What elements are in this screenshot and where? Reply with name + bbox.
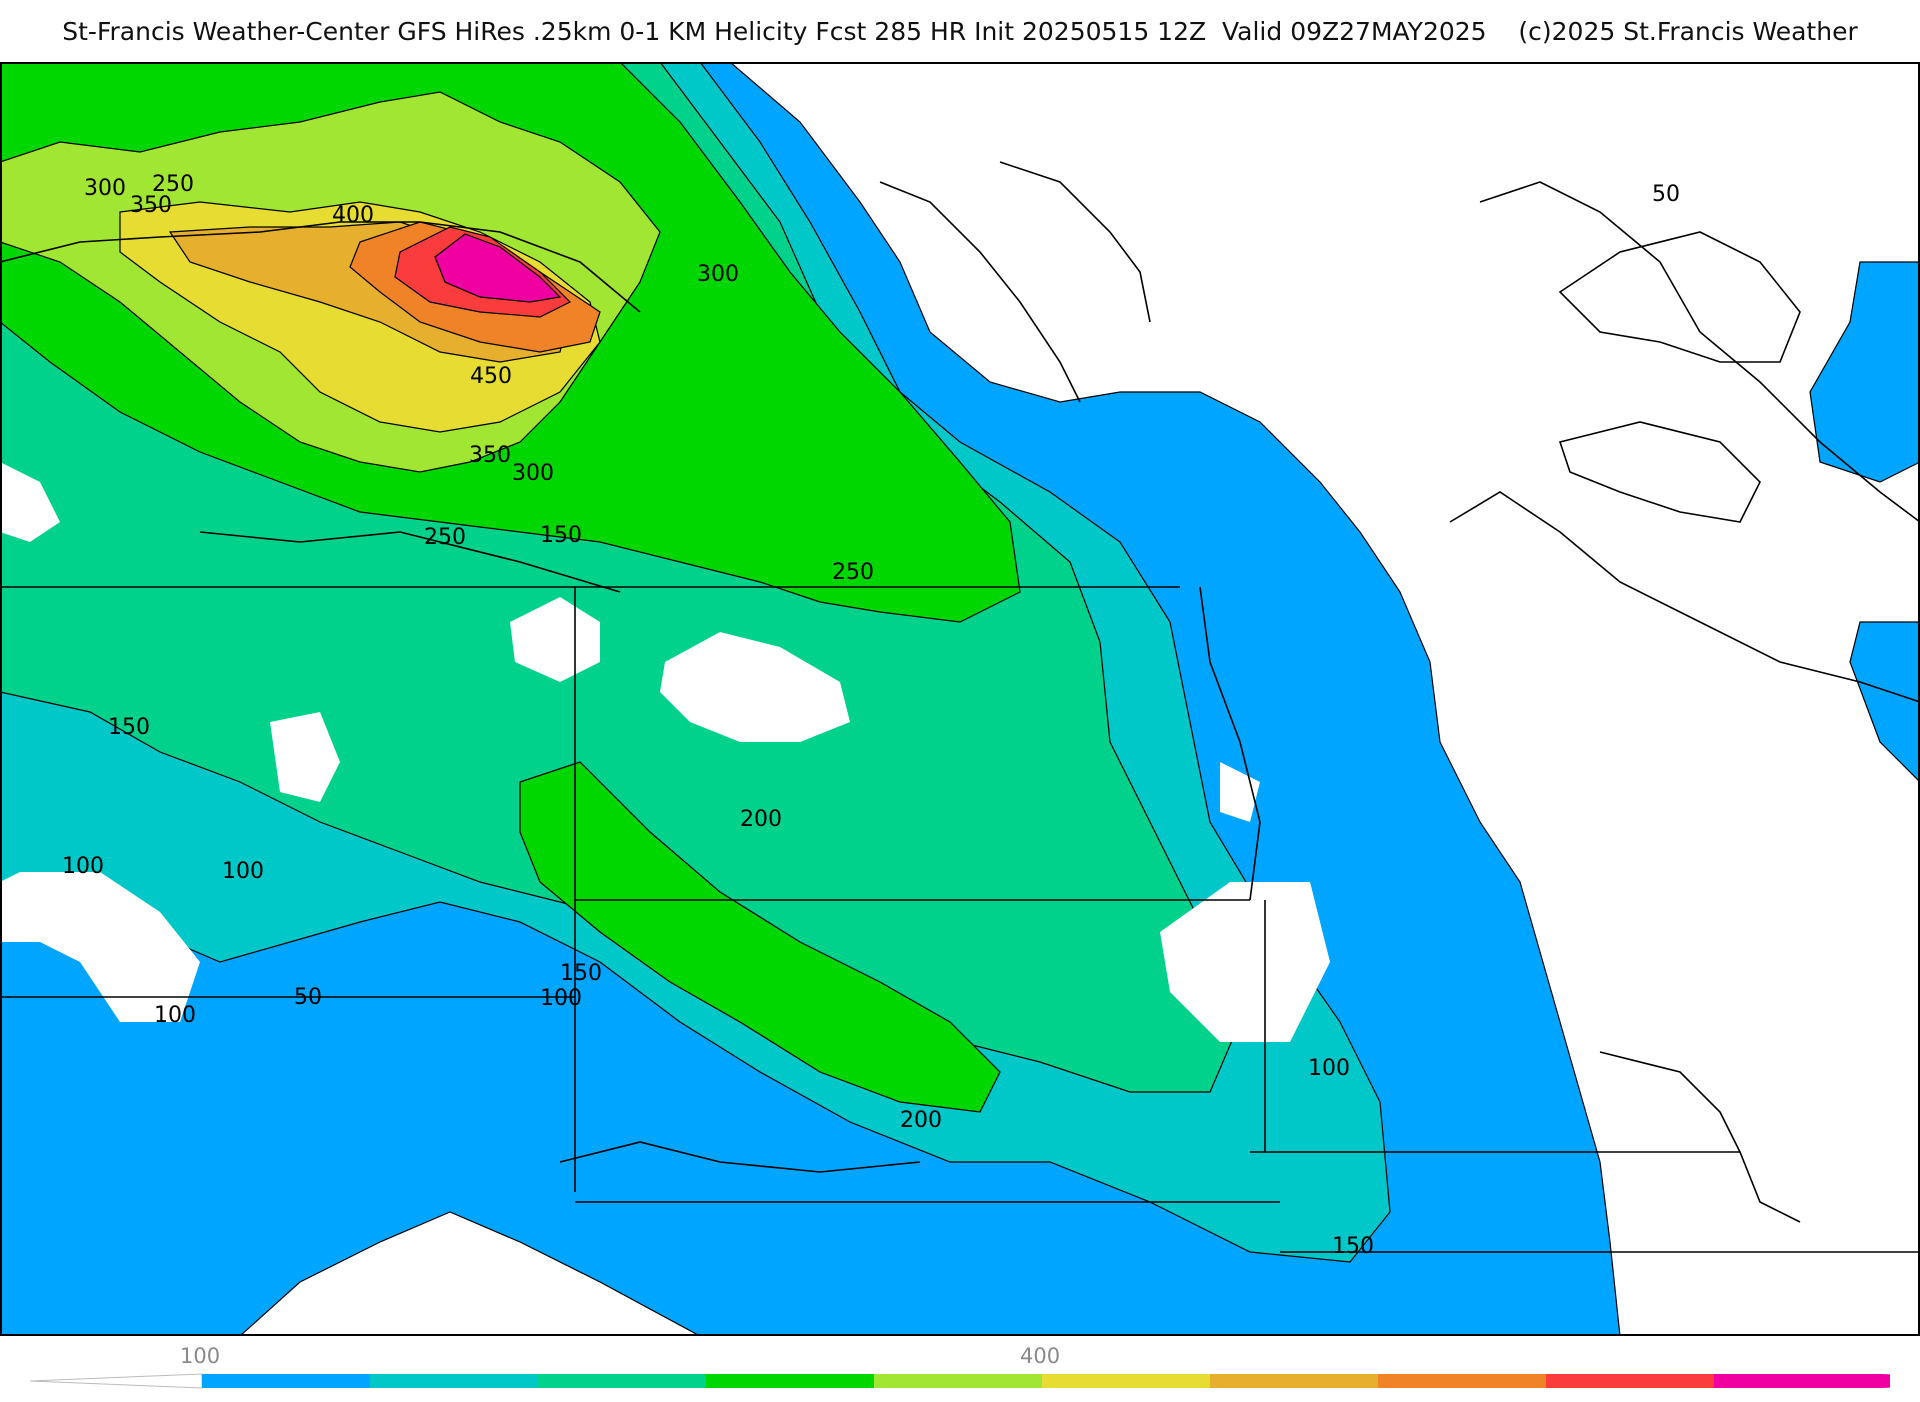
contour-label-300: 300 <box>512 461 554 486</box>
band-50-100-ne2 <box>1849 621 1920 783</box>
legend-high-arrow <box>1882 1374 1890 1388</box>
contour-label-150: 150 <box>560 961 602 986</box>
contour-label-200: 200 <box>900 1108 942 1133</box>
map-border <box>0 62 1920 1336</box>
contour-label-150: 150 <box>108 715 150 740</box>
legend-cell <box>202 1374 370 1388</box>
helicity-map: 300 250 350 400 300 450 350 300 250 150 … <box>0 62 1920 1336</box>
legend-cell <box>1546 1374 1714 1388</box>
legend-cell <box>706 1374 874 1388</box>
low-helicity-hole <box>660 632 850 742</box>
great-lakes-coast <box>1599 1051 1801 1223</box>
legend-colorbar <box>30 1373 1890 1389</box>
low-helicity-hole <box>510 597 600 682</box>
legend-cell <box>538 1374 706 1388</box>
band-50-100-ne <box>1809 261 1920 483</box>
contour-line <box>559 1141 921 1173</box>
contour-line <box>199 531 621 593</box>
hudson-bay-coast <box>1479 181 1920 523</box>
contour-50-line <box>1558 421 1761 523</box>
contour-label-450: 450 <box>470 364 512 389</box>
contour-label-350: 350 <box>130 193 172 218</box>
low-helicity-hole <box>0 872 200 1022</box>
band-200-250-south <box>519 761 1001 1113</box>
contour-label-100: 100 <box>540 986 582 1011</box>
legend-cell <box>1042 1374 1210 1388</box>
legend-cell <box>1714 1374 1882 1388</box>
contour-label-150: 150 <box>540 523 582 548</box>
border-manitoba-ontario <box>1199 586 1261 901</box>
contour-label-250: 250 <box>152 172 194 197</box>
contour-50-line <box>1558 231 1801 363</box>
contour-label-150: 150 <box>1332 1234 1374 1259</box>
contour-label-200: 200 <box>740 807 782 832</box>
contour-label-250: 250 <box>832 560 874 585</box>
contour-label-50: 50 <box>294 985 322 1010</box>
contour-labels: 300 250 350 400 300 450 350 300 250 150 … <box>62 172 1680 1259</box>
legend-low-arrow <box>30 1373 203 1389</box>
legend-cells <box>202 1374 1890 1388</box>
legend-cell <box>1378 1374 1546 1388</box>
contour-label-100: 100 <box>154 1003 196 1028</box>
contour-label-350: 350 <box>469 443 511 468</box>
low-helicity-hole <box>1160 882 1330 1042</box>
low-helicity-hole <box>1220 762 1260 822</box>
contour-label-100: 100 <box>1308 1056 1350 1081</box>
low-helicity-hole <box>270 712 340 802</box>
legend-cell <box>874 1374 1042 1388</box>
lake-outline <box>879 181 1081 403</box>
map-svg: 300 250 350 400 300 450 350 300 250 150 … <box>0 62 1920 1336</box>
band-500-plus <box>434 233 562 303</box>
legend-cell <box>370 1374 538 1388</box>
title-text: St-Francis Weather-Center GFS HiRes .25k… <box>62 16 1487 46</box>
legend-tick-400: 400 <box>1020 1344 1061 1368</box>
contour-line <box>0 221 641 313</box>
lake-outline <box>999 161 1151 323</box>
political-borders <box>0 161 1920 1253</box>
contour-label-300: 300 <box>697 262 739 287</box>
map-title: St-Francis Weather-Center GFS HiRes .25k… <box>0 0 1920 62</box>
contour-label-100: 100 <box>222 859 264 884</box>
contour-label-250: 250 <box>424 525 466 550</box>
contour-label-100: 100 <box>62 854 104 879</box>
copyright-text: (c)2025 St.Francis Weather <box>1518 16 1858 46</box>
contour-label-400: 400 <box>332 203 374 228</box>
legend-tick-100: 100 <box>180 1344 221 1368</box>
contour-label-300: 300 <box>84 176 126 201</box>
color-legend: 100 400 <box>30 1340 1890 1400</box>
legend-cell <box>1210 1374 1378 1388</box>
contour-label-50: 50 <box>1652 182 1680 207</box>
low-helicity-hole <box>0 462 60 542</box>
great-lakes-coast <box>1449 491 1920 703</box>
